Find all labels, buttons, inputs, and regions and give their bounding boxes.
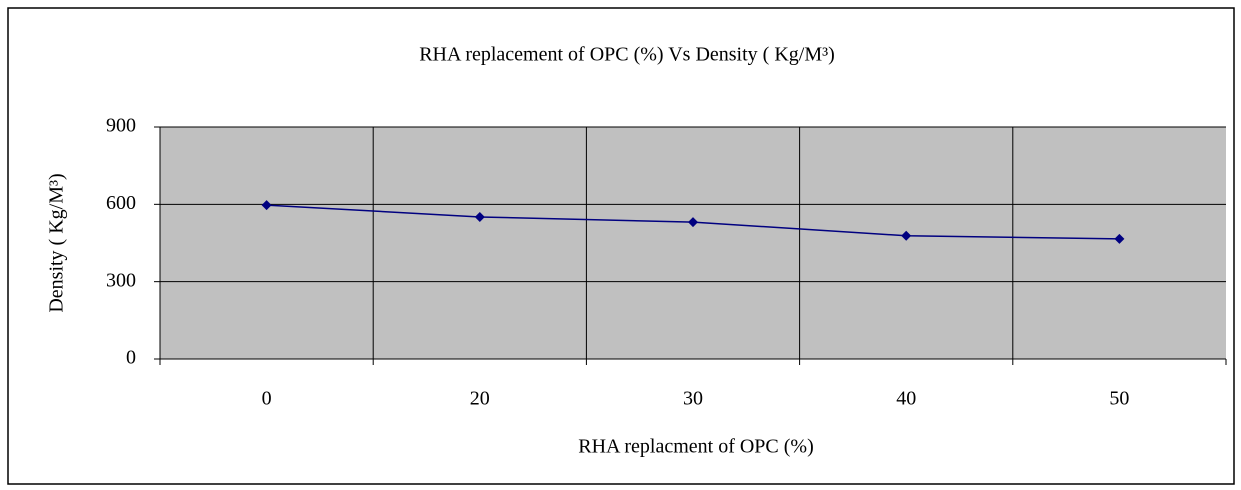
y-axis-label: Density ( Kg/M³) (46, 173, 68, 312)
plot-area (160, 127, 1226, 359)
x-tick-label: 50 (1109, 388, 1129, 410)
x-tick-label: 20 (470, 388, 490, 410)
data-point (901, 230, 912, 241)
chart-title: RHA replacement of OPC (%) Vs Density ( … (419, 44, 835, 66)
x-axis-label: RHA replacment of OPC (%) (578, 436, 814, 458)
x-tick-label: 0 (262, 388, 272, 410)
x-tick-label: 30 (683, 388, 703, 410)
data-point (1114, 233, 1125, 244)
y-tick-label: 300 (106, 269, 136, 291)
x-tick-label: 40 (896, 388, 916, 410)
y-tick-label: 900 (106, 115, 136, 137)
data-point (688, 217, 698, 228)
y-tick-label: 600 (106, 192, 136, 214)
y-tick-label: 0 (126, 347, 136, 369)
data-point (261, 200, 272, 211)
data-point (474, 211, 485, 222)
